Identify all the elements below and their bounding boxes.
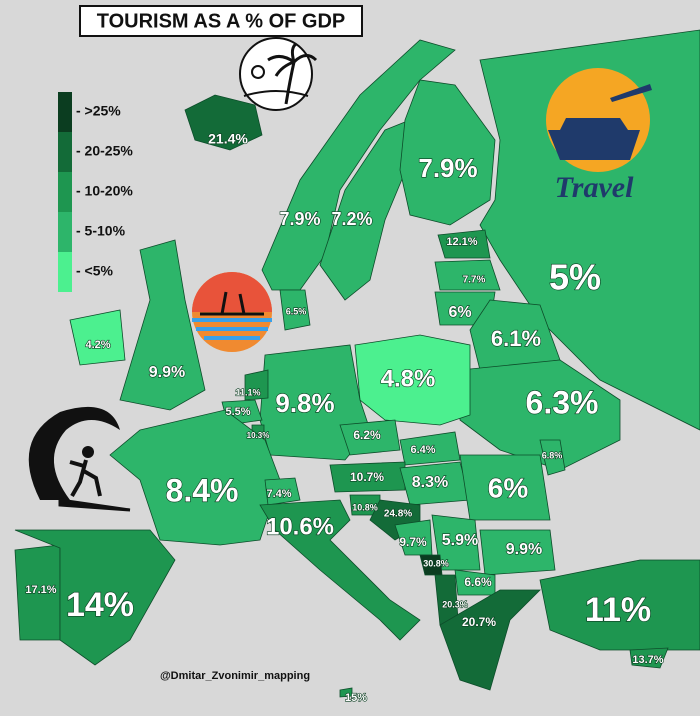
- region-label: 6.5%: [286, 306, 307, 316]
- region-label: 20.7%: [462, 615, 496, 629]
- legend-swatch: [58, 252, 72, 292]
- region-label: 10.6%: [266, 513, 334, 540]
- region-label: 6.8%: [542, 450, 563, 460]
- legend-label: - 10-20%: [76, 183, 133, 199]
- region-label: 9.9%: [149, 364, 185, 381]
- region-label: 13.7%: [632, 654, 663, 666]
- region-label: 6.4%: [410, 444, 435, 456]
- region: [354, 334, 471, 426]
- region: [69, 309, 126, 366]
- region-label: 5%: [549, 257, 601, 298]
- region: [399, 79, 496, 226]
- credit: @Dmitar_Zvonimir_mapping: [160, 670, 310, 682]
- region-label: 7.2%: [331, 209, 372, 229]
- region-label: 11.1%: [235, 387, 260, 397]
- region-label: 30.8%: [423, 558, 449, 568]
- region: [399, 431, 461, 466]
- region-label: 7.7%: [463, 275, 486, 286]
- region-label: 21.4%: [208, 131, 248, 147]
- region-label: 7.9%: [279, 209, 320, 229]
- logo-text: Travel: [555, 171, 635, 204]
- region-label: 8.4%: [166, 472, 239, 508]
- region: [479, 529, 556, 576]
- region-label: 6.2%: [353, 428, 381, 442]
- legend-swatch: [58, 172, 72, 212]
- region-label: 20.3%: [442, 599, 468, 609]
- region-label: 9.8%: [275, 388, 334, 418]
- region-label: 11%: [585, 591, 651, 629]
- region-label: 14%: [66, 586, 134, 624]
- sunset-icon: [192, 272, 272, 352]
- region: [439, 589, 541, 691]
- region: [431, 514, 481, 571]
- legend-label: - >25%: [76, 103, 121, 119]
- legend-swatch: [58, 92, 72, 132]
- region: [264, 477, 301, 506]
- region-label: 9.7%: [399, 535, 427, 549]
- region-label: 15%: [345, 692, 367, 704]
- region: [459, 359, 621, 471]
- region-label: 6%: [448, 304, 471, 321]
- region: [244, 369, 269, 401]
- region: [437, 229, 491, 259]
- labels: 21.4% 7.9% 7.2% 7.9% 5% 12.1% 7.7% 6% 6.1% 6.3% 4.…: [25, 130, 665, 704]
- legend-label: - 20-25%: [76, 143, 133, 159]
- region-label: 10.8%: [352, 502, 378, 512]
- travel-logo: Travel: [546, 68, 652, 204]
- region-label: 5.9%: [442, 532, 478, 549]
- surf-icon: [28, 406, 131, 512]
- region: [539, 439, 566, 476]
- region-label: 17.1%: [25, 584, 56, 596]
- region: [339, 419, 401, 456]
- title-box: [79, 5, 363, 37]
- legend-swatch: [58, 212, 72, 252]
- region: [629, 647, 669, 669]
- region-label: 10.7%: [350, 470, 384, 484]
- region: [434, 259, 501, 291]
- region-label: 4.2%: [85, 339, 110, 351]
- region: [119, 239, 206, 411]
- region-label: 8.3%: [412, 474, 448, 491]
- legend-label: - <5%: [76, 263, 114, 279]
- region-label: 7.9%: [418, 153, 477, 183]
- legend: - >25% - 20-25% - 10-20% - 5-10% - <5%: [58, 92, 133, 292]
- region: [259, 499, 421, 641]
- region-label: 6%: [488, 472, 529, 503]
- region-label: 6.3%: [526, 384, 599, 420]
- region: [14, 529, 176, 666]
- region: [109, 409, 281, 546]
- region: [459, 454, 551, 521]
- region: [184, 94, 263, 151]
- region-label: 12.1%: [446, 236, 477, 248]
- region-label: 5.5%: [225, 406, 250, 418]
- region-label: 9.9%: [506, 541, 542, 558]
- region-label: 24.8%: [384, 509, 412, 520]
- region-label: 10.3%: [247, 431, 270, 440]
- region-label: 6.1%: [491, 326, 541, 351]
- region-label: 6.6%: [464, 575, 492, 589]
- palm-icon: [239, 37, 318, 111]
- region: [279, 289, 311, 331]
- region-label: 4.8%: [381, 365, 436, 392]
- region: [539, 559, 700, 651]
- legend-swatch: [58, 132, 72, 172]
- title: TOURISM AS A % OF GDP: [97, 10, 346, 32]
- region: [329, 461, 406, 493]
- legend-label: - 5-10%: [76, 223, 126, 239]
- region-label: 7.4%: [266, 488, 291, 500]
- region: [339, 687, 353, 698]
